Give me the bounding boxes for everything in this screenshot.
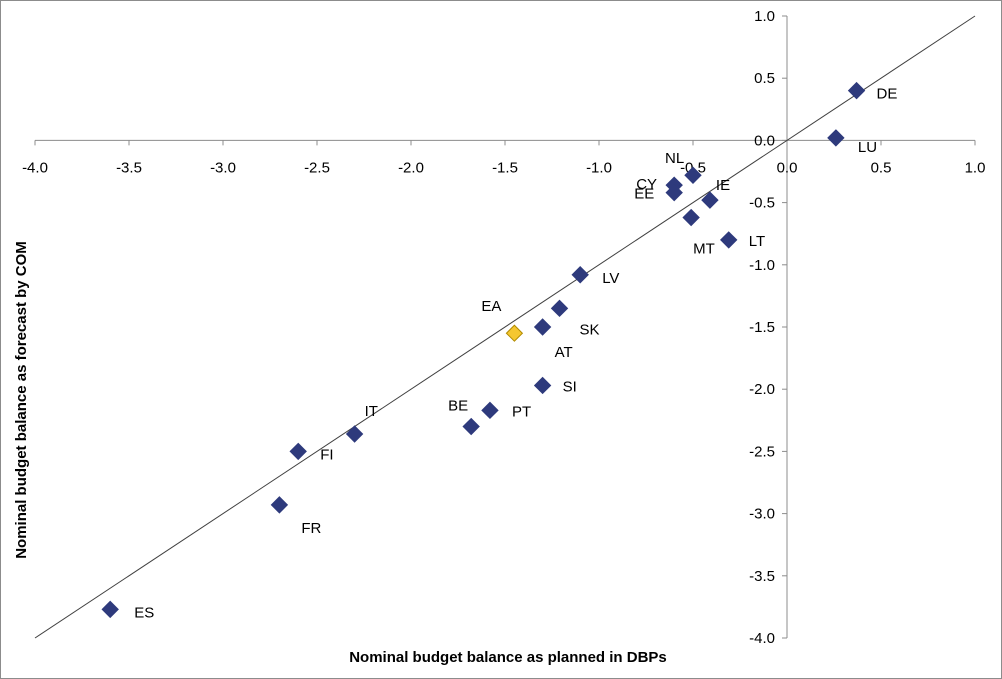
x-tick-label: -1.0	[586, 159, 612, 176]
point-label-lv: LV	[602, 270, 619, 287]
data-point-sk	[550, 299, 569, 318]
point-label-es: ES	[134, 604, 154, 621]
data-point-si	[533, 376, 552, 395]
reference-line-layer	[34, 15, 976, 639]
y-tick-label: -3.0	[749, 506, 775, 523]
x-tick-label: -3.0	[210, 159, 236, 176]
point-label-de: DE	[877, 86, 898, 103]
x-tick-label: -2.5	[304, 159, 330, 176]
x-tick-label: -1.5	[492, 159, 518, 176]
y-axis-title: Nominal budget balance as forecast by CO…	[13, 241, 30, 559]
x-tick-label: -4.0	[22, 159, 48, 176]
x-tick-label: 0.0	[777, 159, 798, 176]
y-tick-label: -4.0	[749, 630, 775, 647]
y-tick-label: -1.0	[749, 257, 775, 274]
y-tick-label: -3.5	[749, 568, 775, 585]
x-axis-title: Nominal budget balance as planned in DBP…	[349, 649, 667, 666]
data-point-lv	[571, 266, 589, 284]
point-label-lu: LU	[858, 139, 877, 156]
point-label-be: BE	[448, 398, 468, 415]
y-tick-label: -2.0	[749, 381, 775, 398]
point-label-si: SI	[563, 378, 577, 395]
data-point-de	[847, 81, 866, 100]
data-point-es	[101, 600, 119, 619]
y-tick-label: 0.0	[754, 132, 775, 149]
point-label-ie: IE	[716, 177, 730, 194]
point-label-nl: NL	[665, 150, 684, 167]
point-label-cy: CY	[636, 176, 657, 193]
data-point-nl	[684, 166, 702, 184]
reference-line	[34, 15, 976, 639]
point-label-at: AT	[555, 344, 573, 361]
y-tick-label: -1.5	[749, 319, 775, 336]
axes-layer: -4.0 -3.5 -3.0 -2.5 -2.0 -1.5 -1.0 -0.5 0.0 0.5 1.…	[22, 8, 985, 647]
x-tick-label: 0.5	[871, 159, 892, 176]
point-label-fr: FR	[301, 520, 321, 537]
data-point-mt	[682, 208, 700, 227]
x-tick-label: -2.0	[398, 159, 424, 176]
points-layer	[101, 81, 866, 619]
data-point-fi	[289, 442, 307, 461]
point-label-ea: EA	[481, 298, 501, 315]
x-tick-label: 1.0	[965, 159, 986, 176]
y-tick-label: 0.5	[754, 70, 775, 87]
data-point-it	[345, 425, 364, 443]
y-tick-label: 1.0	[754, 8, 775, 25]
point-label-lt: LT	[749, 233, 765, 250]
data-point-fr	[270, 496, 289, 514]
data-point-ee	[665, 183, 683, 202]
point-label-it: IT	[365, 403, 378, 420]
point-label-mt: MT	[693, 241, 715, 258]
data-point-be	[462, 417, 480, 436]
point-label-ee: EE	[634, 186, 654, 203]
data-point-lt	[720, 231, 738, 249]
point-label-pt: PT	[512, 403, 531, 420]
x-tick-label: -3.5	[116, 159, 142, 176]
data-point-ea	[505, 324, 524, 342]
data-point-at	[533, 318, 552, 336]
point-label-fi: FI	[320, 446, 333, 463]
y-tick-label: -0.5	[749, 195, 775, 212]
y-tick-label: -2.5	[749, 443, 775, 460]
data-point-pt	[481, 401, 499, 420]
data-point-ie	[701, 191, 719, 209]
point-label-sk: SK	[580, 321, 600, 338]
data-point-lu	[827, 129, 845, 147]
